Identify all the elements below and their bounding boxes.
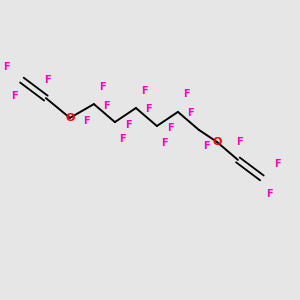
Text: F: F (83, 116, 90, 126)
Text: F: F (203, 141, 210, 152)
Text: F: F (125, 119, 132, 130)
Text: F: F (161, 137, 168, 148)
Text: O: O (65, 113, 75, 123)
Text: F: F (145, 104, 152, 115)
Text: F: F (141, 85, 148, 96)
Text: F: F (167, 123, 174, 134)
Text: F: F (119, 134, 126, 144)
Text: F: F (44, 75, 51, 85)
Text: F: F (99, 82, 106, 92)
Text: O: O (212, 137, 222, 147)
Text: F: F (266, 189, 273, 199)
Text: F: F (274, 159, 281, 170)
Text: F: F (3, 61, 10, 72)
Text: F: F (103, 100, 110, 111)
Text: F: F (187, 108, 194, 118)
Text: F: F (11, 91, 18, 101)
Text: F: F (236, 137, 243, 147)
Text: F: F (183, 89, 190, 100)
